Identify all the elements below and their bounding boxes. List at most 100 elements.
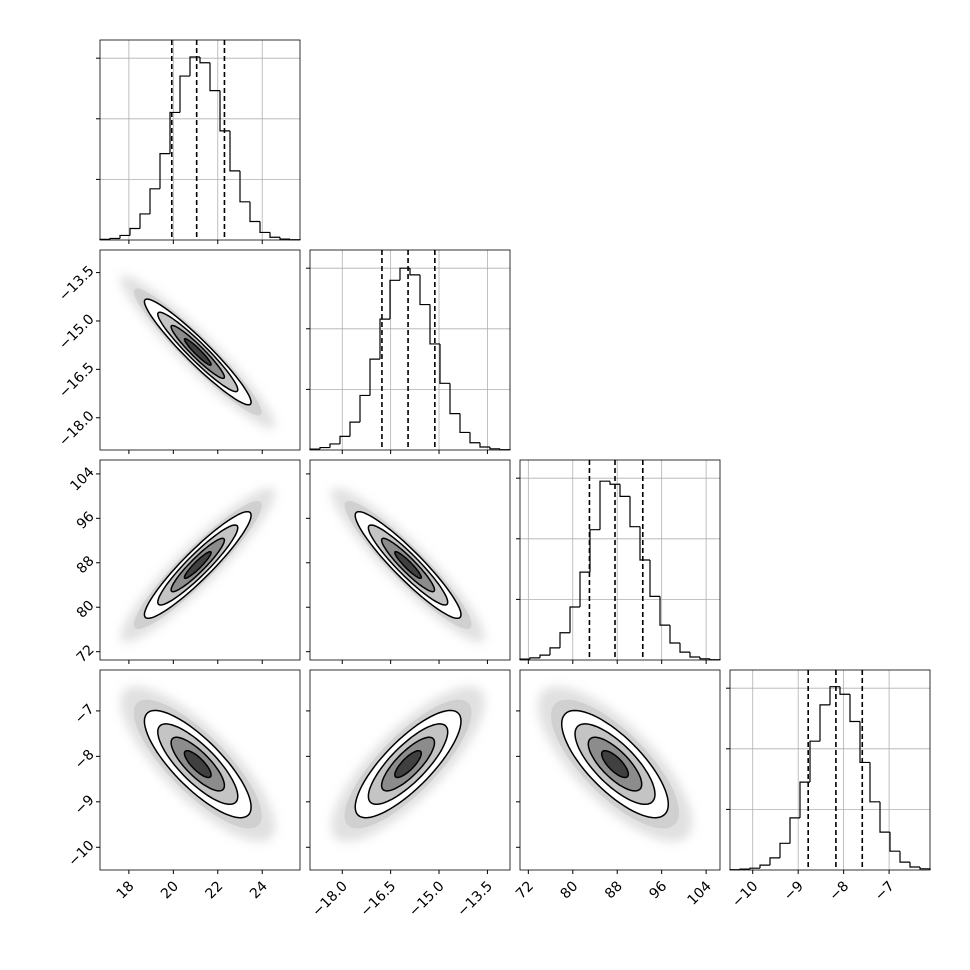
panel-frame (519, 459, 721, 661)
histogram-bin (749, 867, 760, 870)
x-tick-label: −15.0 (406, 878, 448, 920)
y-tick-label: −16.5 (56, 360, 98, 402)
histogram-panel (516, 460, 721, 661)
histogram-bin (659, 596, 670, 626)
histogram-bin (629, 496, 640, 528)
x-tick-label: 88 (602, 878, 626, 902)
y-tick-label: −15.0 (56, 311, 98, 353)
histogram-bin (769, 857, 780, 866)
panel-frame (99, 249, 301, 451)
histogram-bin (669, 625, 680, 644)
histogram-bin (219, 90, 230, 132)
histogram-bin (429, 304, 440, 345)
histogram-bin (759, 864, 770, 869)
histogram-bin (209, 62, 220, 92)
histogram-bin (269, 232, 280, 238)
density-panel (537, 686, 693, 842)
density-panel (120, 686, 276, 842)
density-panel (120, 487, 276, 643)
contour (600, 749, 630, 779)
y-tick-label: −10 (65, 838, 97, 870)
histogram-bin (879, 801, 890, 833)
y-tick-label: 88 (74, 553, 98, 577)
histogram-bin (549, 647, 560, 656)
x-tick-label: −16.5 (358, 878, 400, 920)
histogram-bin (129, 227, 140, 236)
histogram-bin (829, 686, 840, 705)
histogram-bin (329, 443, 340, 448)
density-panel (120, 275, 276, 429)
histogram-bin (239, 170, 250, 203)
panel-frame (309, 669, 511, 871)
histogram-bin (639, 526, 650, 561)
contour (183, 550, 212, 580)
panel-frame (729, 669, 931, 871)
histogram-bin (439, 343, 450, 384)
histogram-bin (369, 358, 380, 396)
x-tick-label: 24 (247, 878, 271, 902)
y-tick-label: 80 (74, 598, 98, 622)
panel-frame (99, 39, 301, 241)
histogram-bin (699, 656, 710, 660)
histogram-bin (849, 694, 860, 723)
x-tick-label: −9 (781, 878, 807, 904)
histogram-bin (199, 56, 210, 64)
x-tick-label: 104 (685, 878, 715, 908)
histogram-bin (599, 480, 610, 530)
x-tick-label: −13.5 (454, 878, 496, 920)
histogram-bin (379, 318, 390, 360)
x-tick-label: −18.0 (309, 878, 351, 920)
x-tick-label: 20 (158, 878, 182, 902)
histogram-bin (609, 481, 620, 485)
histogram-panel (96, 40, 301, 241)
x-tick-label: −8 (826, 878, 852, 904)
histogram-panel (726, 670, 931, 871)
x-tick-label: 18 (114, 878, 138, 902)
histogram-bin (469, 432, 480, 444)
y-tick-label: −8 (72, 747, 98, 773)
histogram-bin (399, 267, 410, 281)
panel-frame (99, 459, 301, 661)
histogram-bin (109, 237, 120, 240)
histogram-bin (169, 111, 180, 154)
histogram-bin (319, 446, 330, 450)
histogram-bin (919, 866, 931, 870)
histogram-bin (419, 274, 430, 306)
x-tick-label: 72 (513, 878, 537, 902)
density-panel (331, 487, 485, 643)
histogram-bin (409, 268, 420, 276)
histogram-bin (689, 652, 700, 658)
histogram-bin (159, 153, 170, 189)
histogram-bin (539, 654, 550, 658)
y-tick-label: 72 (74, 642, 98, 666)
histogram-bin (679, 643, 690, 653)
histogram-bin (559, 632, 570, 648)
histogram-bin (579, 571, 590, 607)
histogram-bin (459, 413, 470, 434)
histogram-bin (349, 421, 360, 437)
x-tick-label: 22 (203, 878, 227, 902)
histogram-bin (339, 435, 350, 444)
histogram-bin (229, 130, 240, 172)
histogram-bin (189, 56, 200, 77)
contour (394, 749, 423, 779)
y-tick-label: 96 (74, 509, 98, 533)
histogram-bin (279, 237, 290, 240)
y-tick-label: −13.5 (56, 263, 98, 305)
histogram-bin (739, 868, 750, 870)
histogram-panel (306, 250, 511, 451)
histogram-bin (619, 484, 630, 497)
histogram-bin (869, 762, 880, 803)
histogram-bin (119, 234, 130, 239)
contour (394, 550, 423, 580)
histogram-bin (799, 781, 810, 818)
histogram-bin (389, 279, 400, 320)
y-tick-label: −9 (72, 792, 98, 818)
histogram-bin (489, 446, 500, 450)
histogram-bin (819, 704, 830, 742)
panel-frame (309, 459, 511, 661)
histogram-bin (149, 188, 160, 214)
histogram-bin (139, 213, 150, 229)
contour (183, 337, 212, 366)
